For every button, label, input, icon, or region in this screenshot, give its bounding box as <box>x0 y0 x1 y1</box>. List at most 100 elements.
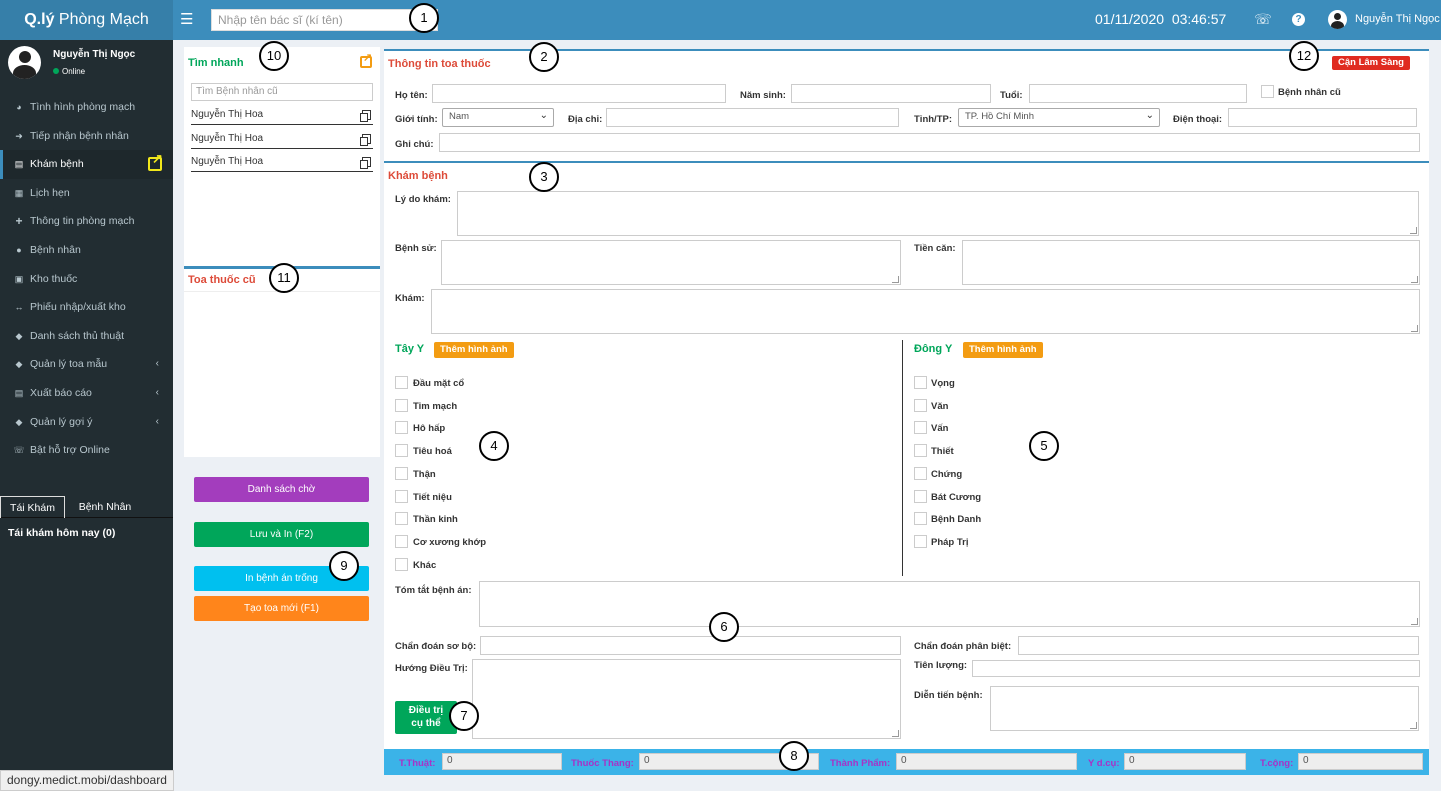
arrows-h-icon: ↔ <box>14 302 24 313</box>
note-input[interactable] <box>439 133 1420 152</box>
gender-select[interactable]: Nam ⌄ <box>442 108 554 127</box>
western-checkbox[interactable] <box>395 467 408 480</box>
device-total-field: 0 <box>1124 753 1246 770</box>
history-textarea[interactable] <box>441 240 901 285</box>
province-select[interactable]: TP. Hồ Chí Minh ⌄ <box>958 108 1160 127</box>
add-image-western-button[interactable]: Thêm hình ảnh <box>434 342 514 358</box>
sidebar-item-procedures[interactable]: ◆ Danh sách thủ thuật <box>0 322 173 351</box>
sidebar-item-online-support[interactable]: ☏ Bật hỗ trợ Online <box>0 436 173 465</box>
sidebar-item-appointments[interactable]: ▦ Lịch hẹn <box>0 179 173 208</box>
external-link-icon[interactable] <box>360 52 372 68</box>
quick-search-title: Tìm nhanh <box>188 57 244 69</box>
eastern-checkbox[interactable] <box>914 512 927 525</box>
western-checkbox[interactable] <box>395 490 408 503</box>
western-checkbox[interactable] <box>395 558 408 571</box>
birth-year-input[interactable] <box>791 84 991 103</box>
summary-textarea[interactable] <box>479 581 1420 627</box>
user-panel: Nguyễn Thị Ngọc Online <box>0 40 173 88</box>
user-name[interactable]: Nguyễn Thị Ngọc <box>1355 13 1440 25</box>
copy-icon[interactable] <box>360 157 371 169</box>
sidebar-item-pharmacy[interactable]: ▣ Kho thuốc <box>0 265 173 294</box>
age-input[interactable] <box>1029 84 1247 103</box>
list-item[interactable]: Nguyễn Thị Hoa <box>191 131 373 149</box>
doctor-name-input[interactable]: Nhập tên bác sĩ (kí tên) <box>211 9 438 31</box>
copy-icon[interactable] <box>360 134 371 146</box>
past-history-textarea[interactable] <box>962 240 1420 285</box>
plus-icon: + <box>15 214 23 229</box>
eastern-checkbox[interactable] <box>914 421 927 434</box>
clinical-tests-button[interactable]: Cận Lâm Sàng <box>1332 56 1410 70</box>
sidebar-item-stock-slips[interactable]: ↔ Phiếu nhập/xuất kho <box>0 293 173 322</box>
exam-textarea[interactable] <box>431 289 1420 334</box>
add-image-eastern-button[interactable]: Thêm hình ảnh <box>963 342 1043 358</box>
list-item[interactable]: Nguyễn Thị Hoa <box>191 154 373 172</box>
sidebar-item-clinic-info[interactable]: + Thông tin phòng mạch <box>0 207 173 236</box>
eastern-checkbox[interactable] <box>914 399 927 412</box>
disease-progress-textarea[interactable] <box>990 686 1419 731</box>
grand-total-label: T.cộng: <box>1260 758 1294 769</box>
tab-revisit[interactable]: Tái Khám <box>0 496 65 518</box>
old-patient-search-input[interactable]: Tìm Bệnh nhân cũ <box>191 83 373 101</box>
tab-patients[interactable]: Bệnh Nhân <box>78 501 132 513</box>
western-checkbox[interactable] <box>395 376 408 389</box>
treatment-label: Hướng Điều Trị: <box>395 663 468 674</box>
eastern-checkbox[interactable] <box>914 535 927 548</box>
western-checkbox[interactable] <box>395 444 408 457</box>
sidebar-item-suggestions[interactable]: ◆ Quản lý gợi ý ‹ <box>0 408 173 437</box>
new-prescription-button[interactable]: Tạo toa mới (F1) <box>194 596 369 621</box>
western-checkbox-label: Hô hấp <box>413 423 446 434</box>
reason-textarea[interactable] <box>457 191 1419 236</box>
old-prescription-title: Toa thuốc cũ <box>188 274 256 286</box>
marker-6: 6 <box>709 612 739 642</box>
old-patient-checkbox[interactable] <box>1261 85 1274 98</box>
sidebar-item-reception[interactable]: ➜ Tiếp nhận bệnh nhân <box>0 122 173 151</box>
western-medicine-title: Tây Y <box>395 343 425 355</box>
exam-label: Khám: <box>395 293 425 304</box>
sidebar-item-patients[interactable]: ● Bệnh nhân <box>0 236 173 265</box>
western-checkbox[interactable] <box>395 421 408 434</box>
waiting-list-button[interactable]: Danh sách chờ <box>194 477 369 502</box>
phone-input[interactable] <box>1228 108 1417 127</box>
list-item[interactable]: Nguyễn Thị Hoa <box>191 107 373 125</box>
marker-11: 11 <box>269 263 299 293</box>
sidebar: Nguyễn Thị Ngọc Online ◕ Tình hình phòng … <box>0 40 173 791</box>
user-avatar[interactable] <box>1328 10 1347 29</box>
eastern-checkbox[interactable] <box>914 376 927 389</box>
eastern-checkbox[interactable] <box>914 490 927 503</box>
eastern-checkbox-label: Pháp Trị <box>931 537 969 548</box>
sidebar-item-reports[interactable]: ▤ Xuất báo cáo ‹ <box>0 379 173 408</box>
phone-icon[interactable]: ☏ <box>1254 11 1272 27</box>
western-checkbox-label: Thần kinh <box>413 514 458 525</box>
help-icon[interactable]: ? <box>1292 13 1305 26</box>
summary-label: Tóm tắt bệnh án: <box>395 585 472 596</box>
diff-diagnosis-input[interactable] <box>1018 636 1419 655</box>
sidebar-user-name: Nguyễn Thị Ngọc <box>53 49 136 60</box>
grand-total-field: 0 <box>1298 753 1423 770</box>
herbal-total-field: 0 <box>639 753 819 770</box>
western-checkbox-label: Tiết niệu <box>413 492 452 503</box>
treatment-textarea[interactable] <box>472 659 901 739</box>
western-checkbox[interactable] <box>395 535 408 548</box>
external-link-icon[interactable] <box>148 152 163 172</box>
app-logo[interactable]: Q.lý Phòng Mạch <box>0 0 173 40</box>
sidebar-item-dashboard[interactable]: ◕ Tình hình phòng mạch <box>0 93 173 122</box>
western-checkbox[interactable] <box>395 512 408 525</box>
eastern-checkbox[interactable] <box>914 444 927 457</box>
disease-progress-label: Diễn tiến bệnh: <box>914 690 983 701</box>
western-checkbox[interactable] <box>395 399 408 412</box>
sidebar-item-examination[interactable]: ▤ Khám bệnh <box>0 150 173 179</box>
prelim-diagnosis-input[interactable] <box>480 636 901 655</box>
specific-treatment-button[interactable]: Điều trị cụ thể <box>395 701 457 734</box>
copy-icon[interactable] <box>360 110 371 122</box>
menu-toggle-icon[interactable]: ☰ <box>180 11 194 28</box>
eastern-checkbox[interactable] <box>914 467 927 480</box>
address-input[interactable] <box>606 108 899 127</box>
prognosis-input[interactable] <box>972 660 1420 677</box>
western-checkbox-label: Tim mạch <box>413 401 458 412</box>
name-label: Họ tên: <box>395 90 428 101</box>
save-print-button[interactable]: Lưu và In (F2) <box>194 522 369 547</box>
tag-icon: ◆ <box>15 330 23 341</box>
sidebar-item-templates[interactable]: ◆ Quản lý toa mẫu ‹ <box>0 350 173 379</box>
name-input[interactable] <box>432 84 726 103</box>
marker-9: 9 <box>329 551 359 581</box>
